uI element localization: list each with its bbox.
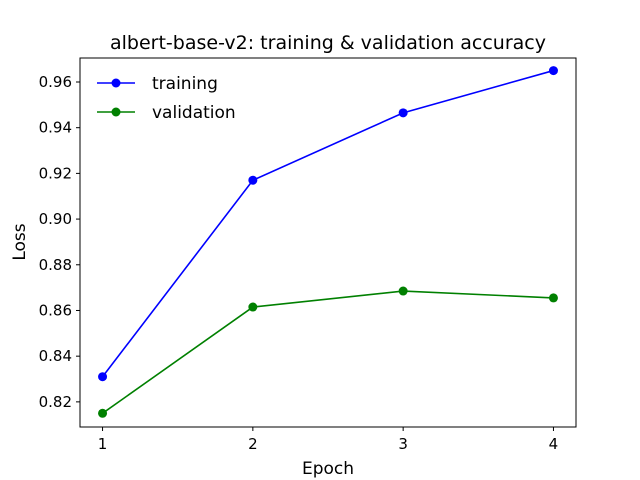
data-point-validation (398, 286, 408, 296)
data-point-training (248, 175, 258, 185)
y-tick-label: 0.84 (39, 347, 72, 365)
y-tick-label: 0.96 (39, 73, 72, 91)
plot-frame (79, 57, 577, 428)
data-point-validation (548, 293, 558, 303)
legend-marker-validation (111, 107, 121, 117)
chart-title: albert-base-v2: training & validation ac… (110, 32, 546, 54)
legend-label-training: training (152, 74, 218, 94)
y-axis-title: Loss (10, 223, 30, 260)
data-point-validation (248, 302, 258, 312)
series-line-training (101, 69, 554, 378)
data-point-training (548, 66, 558, 76)
data-point-training (98, 372, 108, 382)
x-axis-title: Epoch (302, 459, 354, 479)
legend-marker-training (111, 78, 121, 88)
y-tick-label: 0.92 (39, 164, 72, 182)
x-tick-label: 4 (549, 435, 559, 453)
legend-label-validation: validation (152, 103, 236, 123)
x-tick-label: 1 (98, 435, 108, 453)
y-tick-label: 0.82 (39, 393, 72, 411)
legend: training validation (97, 74, 236, 123)
data-point-validation (98, 408, 108, 418)
y-tick-label: 0.86 (39, 301, 72, 319)
y-tick-label: 0.94 (39, 119, 72, 137)
plot-area: 0.82 0.84 0.86 0.88 0.90 0.92 0.94 0.96 1 2 3 4 (39, 66, 559, 453)
y-tick-label: 0.90 (39, 210, 72, 228)
data-point-training (398, 108, 408, 118)
x-tick-label: 3 (398, 435, 408, 453)
series-line-validation (102, 290, 554, 414)
x-tick-label: 2 (248, 435, 258, 453)
y-tick-label: 0.88 (39, 256, 72, 274)
